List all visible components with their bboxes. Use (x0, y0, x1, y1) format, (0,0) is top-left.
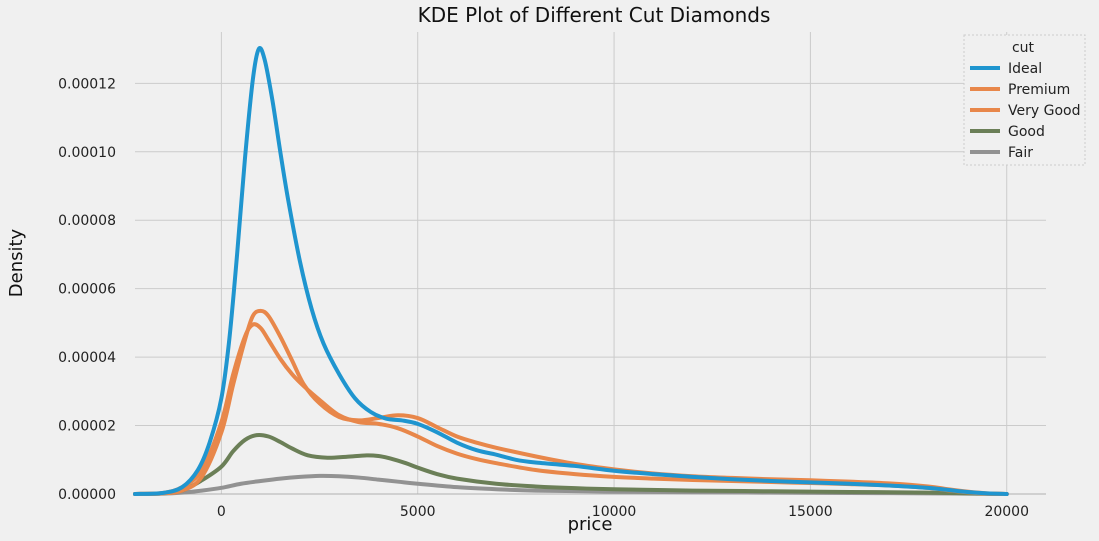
series-line-good (133, 432, 1009, 496)
legend-box (963, 34, 1086, 166)
legend-title: cut (1012, 40, 1035, 56)
chart-title: KDE Plot of Different Cut Diamonds (418, 3, 771, 27)
x-tick-label: 0 (217, 504, 226, 520)
legend-items: Ideal Premium Very Good Good Fair (970, 61, 1080, 161)
x-axis-ticks: 0 5000 10000 15000 20000 (217, 504, 1029, 520)
y-axis-ticks: 0.00000 0.00002 0.00004 0.00006 0.00008 0.000… (58, 76, 116, 503)
series-line-premium (133, 308, 1009, 496)
legend-label-premium: Premium (1008, 82, 1070, 98)
y-tick-label: 0.00000 (58, 487, 116, 503)
legend-label-fair: Fair (1008, 145, 1033, 161)
y-tick-label: 0.00004 (58, 350, 116, 366)
y-tick-label: 0.00010 (58, 145, 116, 161)
legend: cut Ideal Premium Very Good Good Fair (963, 34, 1086, 166)
x-tick-label: 5000 (400, 504, 436, 520)
y-tick-label: 0.00012 (58, 76, 116, 92)
x-tick-label: 10000 (592, 504, 637, 520)
y-tick-label: 0.00006 (58, 282, 116, 298)
y-axis-label: Density (6, 228, 27, 297)
series-line-very-good (133, 322, 1009, 496)
legend-label-good: Good (1008, 124, 1045, 140)
legend-label-ideal: Ideal (1008, 61, 1042, 77)
y-tick-label: 0.00008 (58, 213, 116, 229)
x-axis-label: price (568, 514, 613, 535)
series-line-ideal (133, 46, 1009, 496)
y-tick-label: 0.00002 (58, 419, 116, 435)
x-tick-label: 15000 (788, 504, 833, 520)
legend-label-very-good: Very Good (1008, 103, 1080, 119)
x-tick-label: 20000 (984, 504, 1029, 520)
series-layer (133, 46, 1009, 496)
